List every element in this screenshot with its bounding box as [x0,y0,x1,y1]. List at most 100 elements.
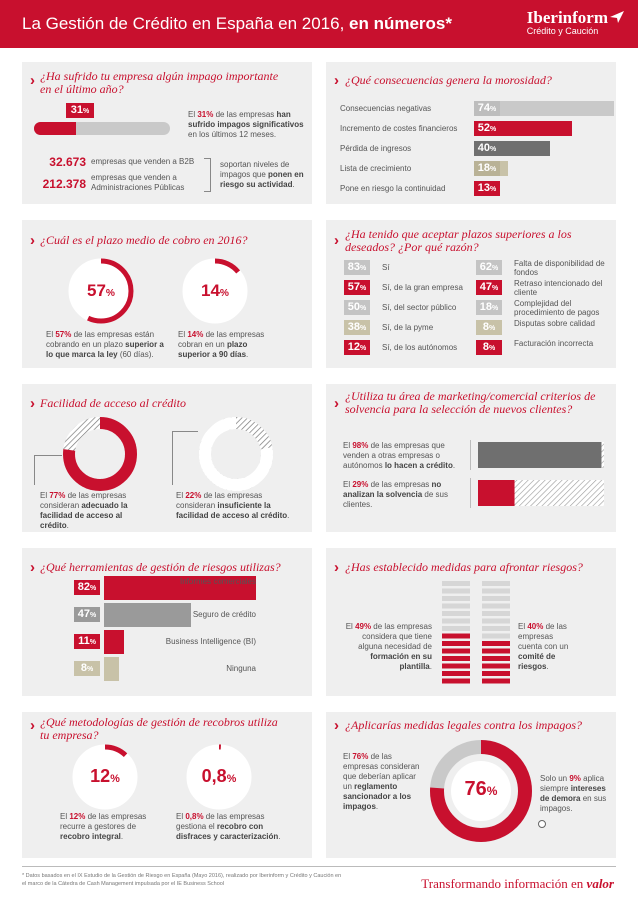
plazos-left-badge: 12% [344,340,370,355]
plazo-a-ring [68,258,134,324]
chevron-right-icon: › [30,395,35,412]
panel-medidas [326,548,616,696]
brand-logo: Iberinform Crédito y Caución [527,9,624,37]
header-bar: La Gestión de Crédito en España en 2016,… [0,0,638,48]
herramientas-badge-value: 82 [77,581,90,593]
plazo-a-ring-fill [68,258,134,324]
plazos-right-label: Retraso intencionado del cliente [514,279,603,297]
marketing-b-bar [478,480,515,506]
medidas-stack-block [482,663,510,669]
morosidad-label: Incremento de costes financieros [340,124,458,133]
plazos-left-label: Sí [382,263,390,272]
question-medidas: ¿Has establecido medidas para afrontar r… [345,560,583,574]
herramientas-badge-value: 11 [78,635,90,647]
herramientas-badge: 82% [74,580,100,595]
legales-pointer [538,820,546,828]
medidas-stack-block [442,588,470,594]
acceso-b-donut-fill [199,417,273,491]
morosidad-badge-value: 40 [477,142,490,154]
medidas-stack-block [482,626,510,631]
recobros-b-ring-fill [186,744,252,810]
herramientas-bar [104,657,119,681]
plazos-right-badge: 47% [476,280,502,295]
question-legales: ¿Aplicarías medidas legales contra los i… [345,718,582,732]
herramientas-label: Business Intelligence (BI) [165,637,256,646]
medidas-stack-block [442,633,470,639]
medidas-a-text: El 49% de las empresas considera que tie… [345,622,432,671]
acceso-b-text: El 22% de las empresas consideran insufi… [176,491,290,520]
chevron-right-icon: › [334,395,339,412]
plazos-left-label: Sí, de los autónomos [382,343,458,352]
plazos-right-label: Falta de disponibilidad de fondos [514,259,605,277]
medidas-stack-block [482,678,510,684]
stat-bracket [204,158,211,192]
plazos-left-badge: 83% [344,260,370,275]
marketing-a-text: El 98% de las empresas que venden a otra… [343,441,456,470]
question-plazos-superiores: ¿Ha tenido que aceptar plazos superiores… [345,227,572,254]
impagos-description: El 31% de las empresas han sufrido impag… [188,110,304,139]
plazo-a-percent: 57% [87,281,115,300]
herramientas-label: Seguro de crédito [192,610,256,619]
medidas-stack-block [442,648,470,654]
plazos-left-label: Sí, de la gran empresa [382,283,463,292]
medidas-stack-block [482,671,510,676]
marketing-bars [470,440,604,508]
medidas-stack-block [482,596,510,601]
stat1-number: 32.673 [49,155,86,169]
morosidad-label: Consecuencias negativas [340,104,432,113]
acceso-a-connector [34,455,62,485]
plazos-right-badge-value: 8 [482,321,489,333]
recobros-a-text: El 12% de las empresas recurre a gestore… [60,812,147,841]
legales-donut-fill [430,740,532,842]
plazo-b-percent: 14% [201,281,229,300]
plazos-right-label: Disputas sobre calidad [514,319,595,328]
chevron-right-icon: › [334,717,339,734]
medidas-stack-block [482,581,510,586]
acceso-b-donut [199,417,273,491]
recobros-b-ring [186,744,252,810]
morosidad-badge: 74% [474,101,500,116]
stat2-number: 212.378 [42,177,86,191]
plazos-right-badge-value: 47 [479,281,492,293]
medidas-stack-block [482,656,510,661]
question-impagos: ¿Ha sufrido tu empresa algún impago impo… [40,69,279,96]
plazos-left-badge-value: 50 [347,301,360,313]
plazo-b-text: El 14% de las empresas cobran en un plaz… [178,330,265,359]
acceso-a-donut [63,417,137,491]
medidas-stack-block [442,626,470,631]
medidas-stack-block [442,611,470,616]
footer-note: * Datos basados en el IX Estudio de la G… [22,873,342,887]
morosidad-label: Pérdida de ingresos [340,144,412,153]
acceso-a-donut-fill [63,417,137,491]
herramientas-badge-value: 47 [77,608,90,620]
medidas-stack-block [442,581,470,586]
medidas-stack-block [442,641,470,646]
stat2-label: empresas que venden a Administraciones P… [91,173,185,192]
herramientas-bar [104,603,192,627]
herramientas-badge-value: 8 [80,662,87,674]
legales-b-text: Solo un 9% aplica siempre intereses de d… [540,774,607,813]
bird-icon [610,11,624,23]
question-morosidad: ¿Qué consecuencias genera la morosidad? [345,73,552,87]
chevron-right-icon: › [30,717,35,734]
morosidad-badge-value: 52 [477,122,490,134]
medidas-b-text: El 40% de las empresas cuenta con un com… [518,622,569,671]
impagos-side-text: soportan niveles de impagos que ponen en… [220,160,304,189]
panel-plazos-superiores [326,220,616,368]
morosidad-badge: 52% [474,121,500,136]
question-recobros: ¿Qué metodologías de gestión de recobros… [40,715,278,742]
acceso-a-text: El 77% de las empresas consideran adecua… [40,491,128,530]
plazo-b-ring [182,258,248,324]
herramientas-bar [104,576,256,600]
herramientas-bar [104,630,125,654]
herramientas-badge: 47% [74,607,100,622]
plazos-left-badge-value: 57 [347,281,360,293]
plazos-left-badge-value: 12 [347,341,360,353]
page-title: La Gestión de Crédito en España en 2016,… [22,14,452,33]
plazos-right-badge: 18% [476,300,502,315]
medidas-stack-block [482,648,510,654]
herramientas-label: Ninguna [226,664,256,673]
question-herramientas: ¿Qué herramientas de gestión de riesgos … [40,560,281,574]
morosidad-label: Pone en riesgo la continuidad [340,184,446,193]
medidas-stack-block [442,618,470,624]
